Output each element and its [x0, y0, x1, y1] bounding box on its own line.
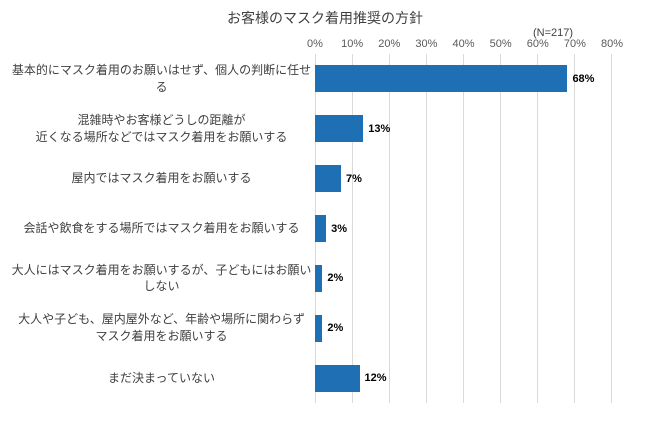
bar — [315, 165, 341, 193]
bar-value-label: 3% — [331, 222, 348, 235]
bar-value-label: 7% — [345, 172, 362, 185]
x-tick: 10% — [341, 38, 364, 50]
sample-size-label: (N=217) — [533, 27, 574, 39]
bar-value-label: 2% — [327, 272, 344, 285]
bar-row: 68% — [315, 54, 612, 104]
x-tick: 80% — [600, 38, 624, 50]
bar — [315, 65, 568, 93]
bar-row: 2% — [315, 303, 612, 353]
category-label: 大人にはマスク着用をお願いするが、子どもにはお願い しない — [11, 262, 312, 294]
bar-value-label: 2% — [327, 322, 344, 335]
x-tick: 60% — [526, 38, 549, 50]
x-tick: 50% — [489, 38, 512, 50]
x-tick: 70% — [563, 38, 586, 50]
bar — [315, 364, 360, 392]
x-tick: 30% — [415, 38, 438, 50]
bar-row: 3% — [315, 204, 612, 254]
plot-area: 68% 13% 7% 3% 2% 2% 12% — [315, 54, 612, 403]
plot-gridlines — [315, 54, 612, 403]
x-tick: 40% — [452, 38, 475, 50]
bar — [315, 314, 323, 342]
x-axis: 0% 10% 20% 30% 40% 50% 60% 70% 80% — [307, 38, 623, 52]
category-label: 大人や子ども、屋内屋外など、年齢や場所に関わらず マスク着用をお願いする — [18, 312, 305, 344]
bar-row: 13% — [315, 104, 612, 154]
category-label: 混雑時やお客様どうしの距離が 近くなる場所などではマスク着用をお願いする — [35, 112, 288, 144]
category-label: まだ決まっていない — [108, 370, 215, 385]
bar — [315, 215, 327, 242]
bar-row: 12% — [315, 353, 612, 403]
bar-value-label: 12% — [364, 372, 387, 385]
bar — [315, 264, 323, 292]
bar-row: 2% — [315, 253, 612, 303]
category-label: 基本的にマスク着用のお願いはせず、個人の判断に任せ る — [11, 63, 312, 94]
category-axis: 基本的にマスク着用のお願いはせず、個人の判断に任せ る 混雑時やお客様どうしの距… — [8, 54, 315, 403]
x-tick: 20% — [378, 38, 401, 50]
bar-value-label: 68% — [572, 72, 595, 85]
bar-row: 7% — [315, 154, 612, 204]
chart-title: お客様のマスク着用推奨の方針 — [227, 10, 423, 26]
x-tick: 0% — [307, 38, 323, 50]
bar-value-label: 13% — [368, 122, 391, 135]
bar — [315, 115, 364, 143]
category-label: 屋内ではマスク着用をお願いする — [71, 171, 252, 186]
category-label: 会話や飲食をする場所ではマスク着用をお願いする — [23, 221, 300, 236]
